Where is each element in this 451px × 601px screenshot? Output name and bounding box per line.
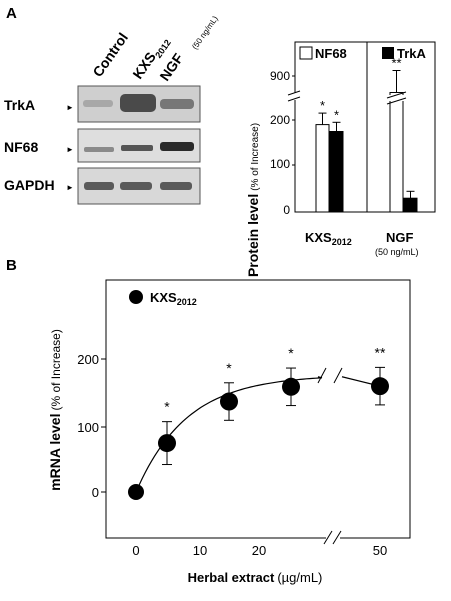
legend-label-nf68: NF68: [315, 46, 347, 61]
significance-nf68-1: **: [391, 56, 401, 71]
bar-trka-1: [403, 197, 418, 213]
line-x-axis-break: [323, 530, 342, 545]
band-gapdh-ngf: [160, 182, 192, 190]
legend-label-kxs: KXS2012: [150, 290, 197, 307]
bar-group-label-ngf: NGF: [386, 230, 414, 245]
legend-swatch-trka: [382, 47, 394, 59]
protein-bar-chart: Protein level(% of Increase) NF68 TrkA 9…: [245, 41, 436, 277]
bar-trka-0: [329, 131, 344, 213]
significance-trka-0: *: [334, 107, 339, 122]
bar-ytick-0: 0: [283, 203, 290, 217]
bar-group-sublabel-ngf: (50 ng/mL): [375, 247, 419, 257]
western-blot: Control KXS2012 NGF (50 ng/mL) TrkA ► NF…: [4, 14, 220, 205]
line-chart-frame: [105, 279, 411, 539]
significance-3: *: [288, 345, 294, 361]
data-point-4: [371, 377, 389, 396]
bar-group-label-kxs: KXS2012: [305, 230, 352, 247]
significance-2: *: [226, 360, 232, 376]
bar-break-mark-upper: [386, 91, 407, 99]
row-marker-trka: ►: [66, 103, 74, 112]
band-nf68-control: [84, 147, 114, 152]
bar-axis-break: [287, 90, 301, 102]
band-nf68-ngf: [160, 142, 194, 151]
significance-nf68-0: *: [320, 98, 325, 113]
band-gapdh-kxs: [120, 182, 152, 190]
line-xtick-20: 20: [252, 543, 266, 558]
legend-swatch-nf68: [299, 46, 313, 60]
row-label-nf68: NF68: [4, 139, 38, 155]
row-label-gapdh: GAPDH: [4, 177, 55, 193]
bar-break-gap: [388, 95, 405, 101]
significance-1: *: [164, 399, 170, 415]
data-point-3: [282, 377, 300, 396]
legend-label-trka: TrkA: [397, 46, 427, 61]
lane-label-control: Control: [89, 30, 131, 80]
line-xtick-10: 10: [193, 543, 207, 558]
bar-ytick-100: 100: [270, 157, 290, 171]
line-ytick-0: 0: [92, 485, 99, 500]
legend-marker-kxs: [129, 290, 143, 304]
row-marker-gapdh: ►: [66, 183, 74, 192]
bar-chart-ylabel: Protein level(% of Increase): [245, 123, 261, 277]
panel-a-label: A: [6, 5, 17, 22]
row-label-trka: TrkA: [4, 97, 35, 113]
mrna-line-chart: mRNA level(% of Increase) Herbal extract…: [47, 279, 411, 585]
line-ytick-200: 200: [77, 352, 99, 367]
band-trka-control: [83, 100, 113, 107]
line-xtick-50: 50: [373, 543, 387, 558]
data-point-1: [158, 434, 176, 453]
band-trka-kxs: [120, 94, 156, 112]
bar-chart-frame: [294, 41, 436, 213]
curve-break-mark-left: [317, 367, 327, 384]
row-marker-nf68: ►: [66, 145, 74, 154]
bar-break-mark-lower: [386, 97, 407, 105]
curve-break-mark-right: [333, 367, 343, 384]
significance-4: **: [375, 344, 386, 360]
bar-nf68-1: [389, 92, 404, 213]
bar-ytick-200: 200: [270, 113, 290, 127]
data-point-2: [220, 392, 238, 411]
lane-label-ngf-dose: (50 ng/mL): [190, 14, 220, 51]
data-point-0: [128, 484, 144, 500]
panel-b-label: B: [6, 257, 17, 274]
band-nf68-kxs: [121, 145, 153, 151]
line-chart-xlabel: Herbal extract (µg/mL): [188, 570, 323, 585]
band-trka-ngf: [160, 99, 194, 109]
bar-nf68-0: [315, 124, 330, 213]
band-gapdh-control: [84, 182, 114, 190]
line-ytick-100: 100: [77, 420, 99, 435]
bar-ytick-900: 900: [270, 69, 290, 83]
line-chart-ylabel: mRNA level(% of Increase): [47, 329, 63, 491]
line-xtick-0: 0: [132, 543, 139, 558]
